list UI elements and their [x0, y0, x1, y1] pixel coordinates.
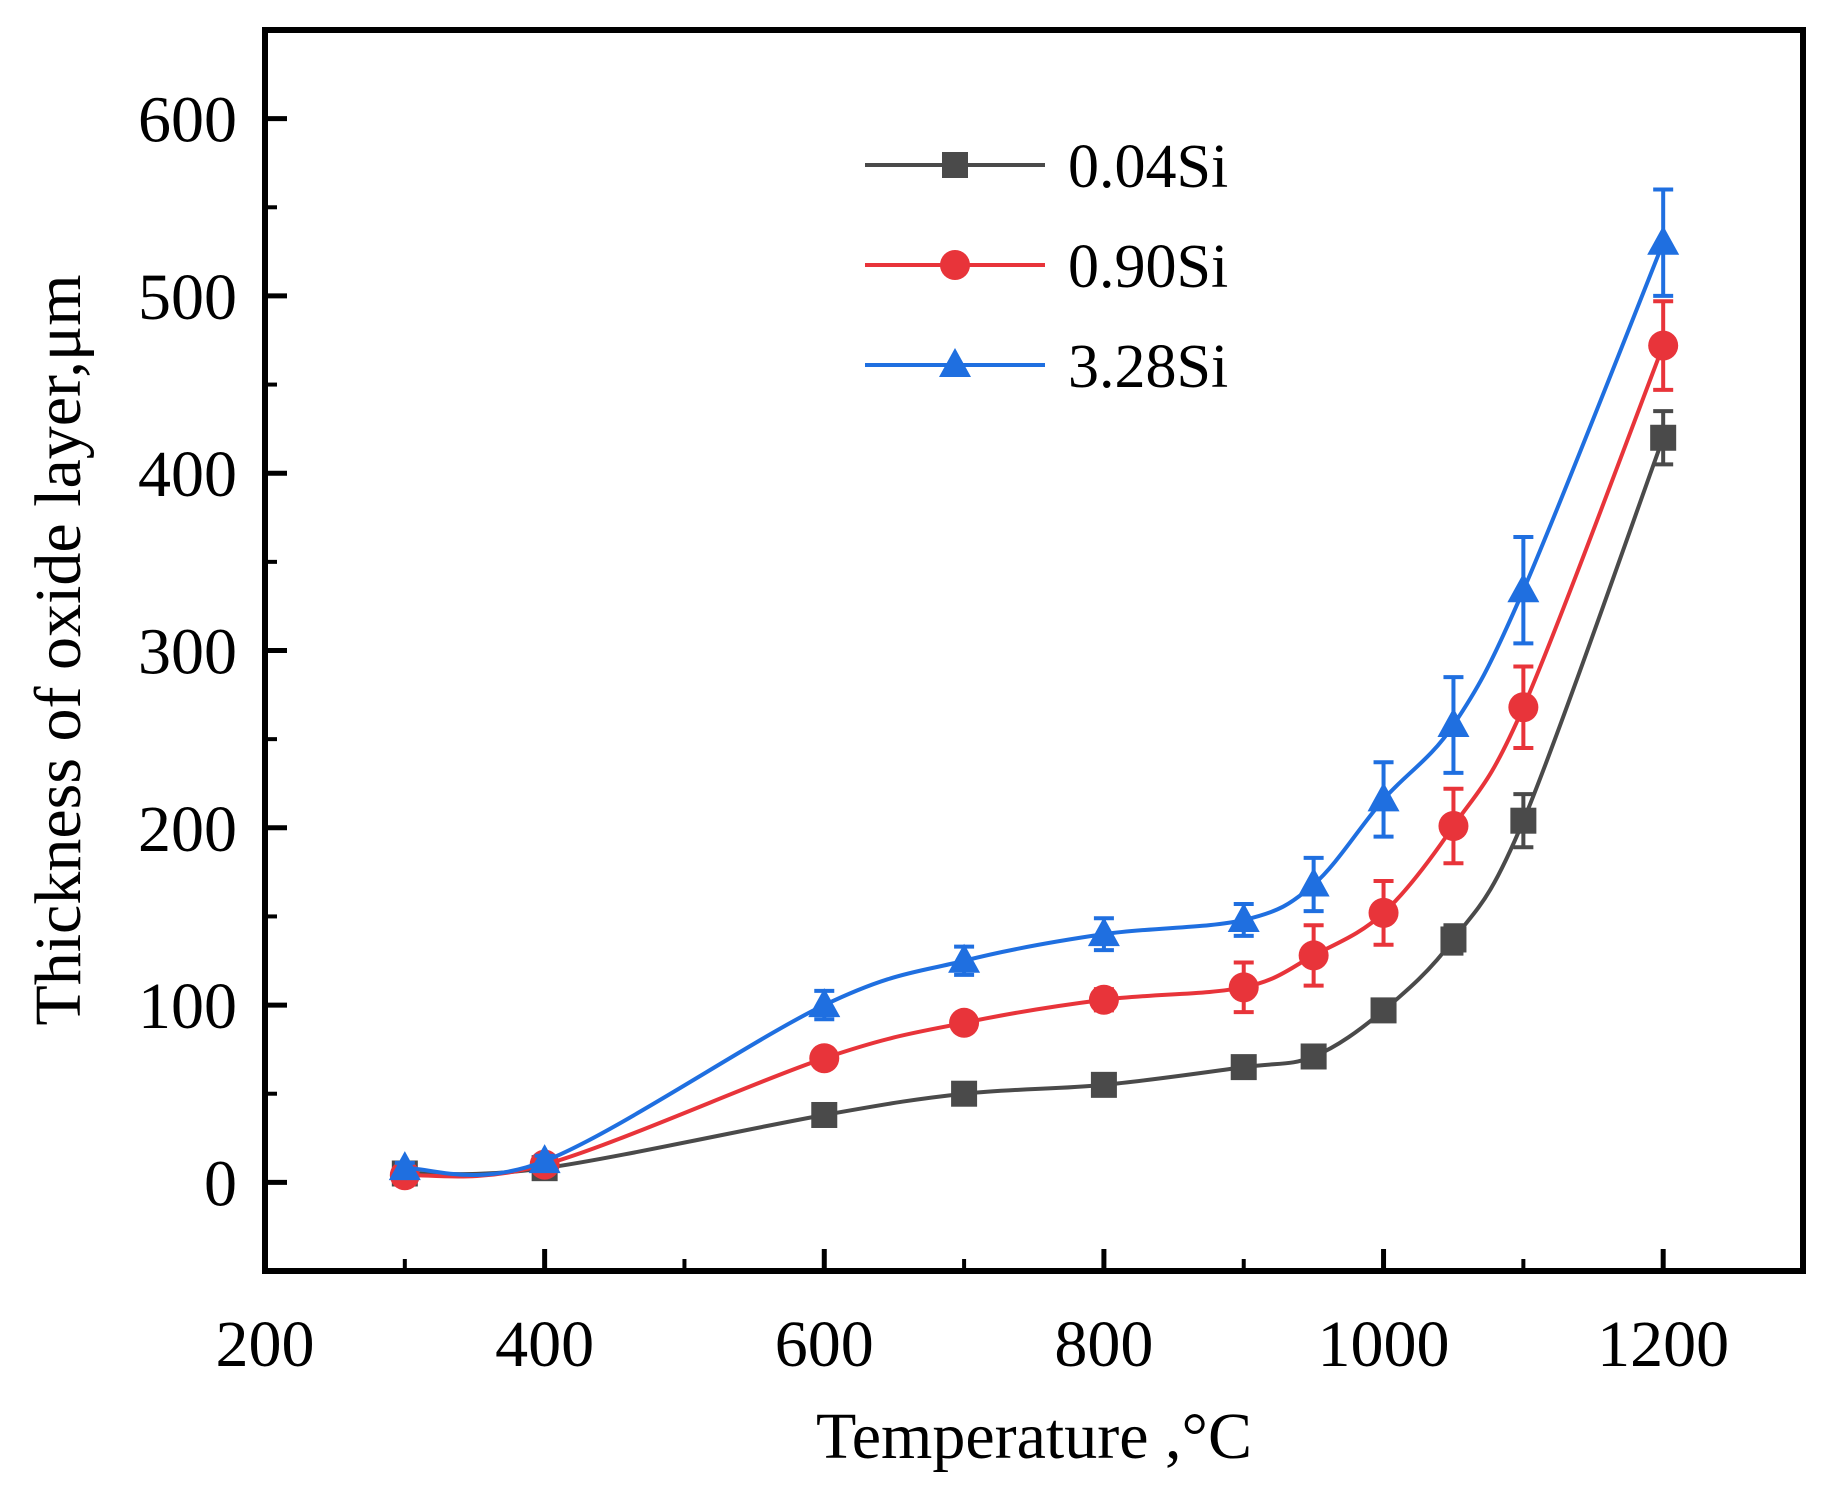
x-tick-label: 1200 [1597, 1308, 1729, 1381]
y-tick-label: 400 [138, 438, 237, 511]
data-point [1227, 902, 1260, 932]
data-point [1510, 807, 1537, 834]
data-point [1228, 972, 1259, 1003]
data-point [1230, 1054, 1257, 1081]
data-point [1440, 926, 1467, 953]
data-point [809, 1043, 840, 1074]
legend-marker [940, 250, 970, 280]
data-point [528, 1144, 561, 1174]
x-tick-label: 200 [216, 1308, 315, 1381]
y-tick-label: 0 [204, 1147, 237, 1220]
data-point [1438, 811, 1469, 842]
x-tick-label: 400 [495, 1308, 594, 1381]
y-axis-title: Thickness of oxide layer,μm [22, 274, 95, 1025]
data-point [1087, 917, 1120, 947]
legend-label: 0.04Si [1068, 133, 1228, 201]
data-point [1297, 867, 1330, 897]
series-0.90Si [389, 299, 1679, 1191]
series-line [404, 344, 1666, 1179]
legend-marker [942, 152, 968, 178]
data-point [388, 1151, 421, 1181]
data-point [1648, 330, 1679, 361]
data-point [1508, 692, 1539, 723]
series-0.04Si [391, 409, 1677, 1187]
data-point [1090, 1071, 1117, 1098]
data-point [948, 943, 981, 973]
data-point [1647, 225, 1680, 255]
y-tick-label: 500 [138, 261, 237, 334]
legend-marker [939, 348, 971, 377]
x-axis-ticks: 200 400 600 800 1000 1200 [216, 1249, 1729, 1381]
legend-entry: 3.28Si [865, 333, 1228, 401]
data-point [1367, 782, 1400, 812]
data-point [949, 1007, 980, 1038]
data-point [1300, 1043, 1327, 1070]
data-point [1650, 424, 1677, 451]
legend-label: 3.28Si [1068, 333, 1228, 401]
legend-label: 0.90Si [1068, 233, 1228, 301]
y-tick-label: 200 [138, 793, 237, 866]
data-point [1437, 707, 1470, 737]
legend-entry: 0.90Si [865, 233, 1228, 301]
legend-entry: 0.04Si [865, 133, 1228, 201]
data-point [1368, 897, 1399, 928]
y-axis-ticks: 0 100 200 300 400 500 600 [138, 84, 287, 1273]
x-tick-label: 600 [775, 1308, 874, 1381]
series-3.28Si [388, 187, 1680, 1181]
data-point [1088, 984, 1119, 1015]
y-tick-label: 100 [138, 970, 237, 1043]
y-tick-label: 600 [138, 84, 237, 157]
plot-frame [262, 27, 1806, 1274]
legend: 0.04Si 0.90Si 3.28Si [865, 133, 1228, 401]
data-point [1370, 997, 1397, 1024]
x-tick-label: 1000 [1318, 1308, 1450, 1381]
x-axis-title: Temperature ,°C [816, 1400, 1252, 1473]
data-point [811, 1101, 838, 1128]
series-line [404, 241, 1666, 1177]
series-line [404, 437, 1666, 1177]
data-point [808, 988, 841, 1018]
data-point [1298, 940, 1329, 971]
data-point [1507, 573, 1540, 603]
y-tick-label: 300 [138, 616, 237, 689]
series-layer [388, 187, 1680, 1191]
x-tick-label: 800 [1054, 1308, 1153, 1381]
data-point [951, 1080, 978, 1107]
